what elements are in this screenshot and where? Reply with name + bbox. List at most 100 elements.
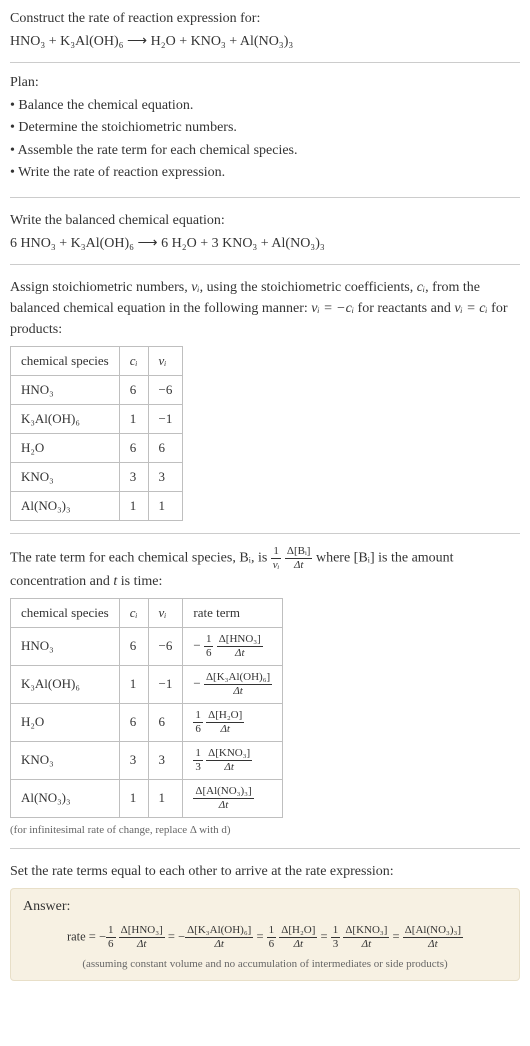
- frac-den: 6: [267, 938, 277, 950]
- table-row: Al(NO₃)₃11Δ[Al(NO₃)₃]Δt: [11, 779, 283, 817]
- fraction: Δ[HNO₃]Δt: [119, 925, 165, 950]
- assign-text: Assign stoichiometric numbers,: [10, 280, 191, 295]
- table-cell: Al(NO₃)₃: [11, 779, 120, 817]
- frac-den: Δt: [185, 938, 253, 950]
- table-row: KNO₃33: [11, 462, 183, 491]
- divider: [10, 62, 520, 63]
- frac-num: Δ[HNO₃]: [119, 925, 165, 938]
- frac-num: 1: [267, 925, 277, 938]
- answer-rate: rate = −16 Δ[HNO₃]Δt = −Δ[K₃Al(OH)₆]Δt =…: [23, 921, 507, 954]
- rateterm-text: is time:: [117, 574, 162, 589]
- fraction: Δ[K₃Al(OH)₆]Δt: [185, 925, 253, 950]
- intro-equation: HNO₃ + K₃Al(OH)₆ ⟶ H₂O + KNO₃ + Al(NO₃)₃: [10, 33, 520, 50]
- table-cell: 6: [119, 627, 148, 665]
- fraction: Δ[KNO₃]Δt: [343, 925, 389, 950]
- table-cell: KNO₃: [11, 462, 120, 491]
- table-row: Al(NO₃)₃11: [11, 491, 183, 520]
- stoich-table: chemical speciescᵢνᵢ HNO₃6−6K₃Al(OH)₆1−1…: [10, 346, 183, 521]
- sign: −: [193, 675, 204, 690]
- table-row: KNO₃3313 Δ[KNO₃]Δt: [11, 741, 283, 779]
- frac-num: 1: [204, 634, 214, 647]
- coef-frac: 1νᵢ: [271, 546, 282, 571]
- rel1: νᵢ = −cᵢ: [311, 301, 354, 316]
- table-cell: H₂O: [11, 433, 120, 462]
- assign-text: , using the stoichiometric coefficients,: [200, 280, 417, 295]
- frac-num: 1: [193, 748, 203, 761]
- table-cell: Al(NO₃)₃: [11, 491, 120, 520]
- frac-den: Δt: [403, 938, 463, 950]
- frac-den: Δt: [193, 799, 253, 811]
- answer-box: Answer: rate = −16 Δ[HNO₃]Δt = −Δ[K₃Al(O…: [10, 888, 520, 981]
- fraction: Δ[K₃Al(OH)₆]Δt: [204, 672, 272, 697]
- frac-den: Δt: [204, 685, 272, 697]
- delta-frac: Δ[Bᵢ]Δt: [285, 546, 313, 571]
- rate-term-cell: − Δ[K₃Al(OH)₆]Δt: [183, 665, 283, 703]
- frac-den: 6: [193, 723, 203, 735]
- table-row: K₃Al(OH)₆1−1− Δ[K₃Al(OH)₆]Δt: [11, 665, 283, 703]
- fraction: Δ[H₂O]Δt: [206, 710, 244, 735]
- frac-num: 1: [271, 546, 282, 559]
- sign: =: [321, 929, 331, 943]
- table-cell: K₃Al(OH)₆: [11, 665, 120, 703]
- sign: = −: [168, 929, 185, 943]
- table-cell: 1: [148, 779, 183, 817]
- rate-term-cell: Δ[Al(NO₃)₃]Δt: [183, 779, 283, 817]
- fraction: 16: [106, 925, 116, 950]
- table-cell: 1: [119, 491, 148, 520]
- frac-den: Δt: [343, 938, 389, 950]
- frac-den: Δt: [206, 723, 244, 735]
- c-i: cᵢ: [417, 280, 425, 295]
- frac-num: Δ[Bᵢ]: [285, 546, 313, 559]
- table-cell: HNO₃: [11, 375, 120, 404]
- divider: [10, 264, 520, 265]
- table-row: HNO₃6−6− 16 Δ[HNO₃]Δt: [11, 627, 283, 665]
- assign-text: for reactants and: [354, 301, 454, 316]
- table-cell: 6: [119, 375, 148, 404]
- table-cell: 3: [119, 462, 148, 491]
- fraction: 16: [267, 925, 277, 950]
- frac-num: Δ[K₃Al(OH)₆]: [204, 672, 272, 685]
- balanced-equation: 6 HNO₃ + K₃Al(OH)₆ ⟶ 6 H₂O + 3 KNO₃ + Al…: [10, 235, 520, 252]
- frac-num: Δ[KNO₃]: [343, 925, 389, 938]
- frac-den: 3: [193, 761, 203, 773]
- table-cell: 1: [119, 665, 148, 703]
- fraction: Δ[H₂O]Δt: [279, 925, 317, 950]
- frac-num: 1: [106, 925, 116, 938]
- frac-num: Δ[H₂O]: [279, 925, 317, 938]
- table-header: chemical species: [11, 598, 120, 627]
- table-header: rate term: [183, 598, 283, 627]
- fraction: Δ[KNO₃]Δt: [206, 748, 252, 773]
- table-cell: −1: [148, 404, 183, 433]
- frac-num: 1: [331, 925, 341, 938]
- table-cell: K₃Al(OH)₆: [11, 404, 120, 433]
- assign-para: Assign stoichiometric numbers, νᵢ, using…: [10, 277, 520, 340]
- fraction: Δ[Al(NO₃)₃]Δt: [403, 925, 463, 950]
- table-cell: −6: [148, 375, 183, 404]
- answer-title: Answer:: [23, 899, 507, 915]
- frac-den: Δt: [285, 559, 313, 571]
- answer-note: (assuming constant volume and no accumul…: [23, 958, 507, 970]
- frac-num: Δ[Al(NO₃)₃]: [193, 786, 253, 799]
- rate-term-cell: 13 Δ[KNO₃]Δt: [183, 741, 283, 779]
- table-cell: 1: [119, 404, 148, 433]
- table-header: νᵢ: [148, 346, 183, 375]
- fraction: Δ[HNO₃]Δt: [217, 634, 263, 659]
- plan-item: • Write the rate of reaction expression.: [10, 162, 520, 184]
- table-header: cᵢ: [119, 598, 148, 627]
- rateterm-para: The rate term for each chemical species,…: [10, 546, 520, 592]
- table-row: H₂O6616 Δ[H₂O]Δt: [11, 703, 283, 741]
- frac-den: Δt: [279, 938, 317, 950]
- plan-item: • Balance the chemical equation.: [10, 95, 520, 117]
- frac-num: Δ[Al(NO₃)₃]: [403, 925, 463, 938]
- fraction: Δ[Al(NO₃)₃]Δt: [193, 786, 253, 811]
- balanced-title: Write the balanced chemical equation:: [10, 210, 520, 231]
- frac-num: Δ[KNO₃]: [206, 748, 252, 761]
- frac-num: Δ[K₃Al(OH)₆]: [185, 925, 253, 938]
- fraction: 13: [193, 748, 203, 773]
- table-header: cᵢ: [119, 346, 148, 375]
- table-cell: 6: [119, 703, 148, 741]
- table-cell: 1: [148, 491, 183, 520]
- table-cell: 3: [148, 741, 183, 779]
- table-cell: 3: [119, 741, 148, 779]
- table-row: HNO₃6−6: [11, 375, 183, 404]
